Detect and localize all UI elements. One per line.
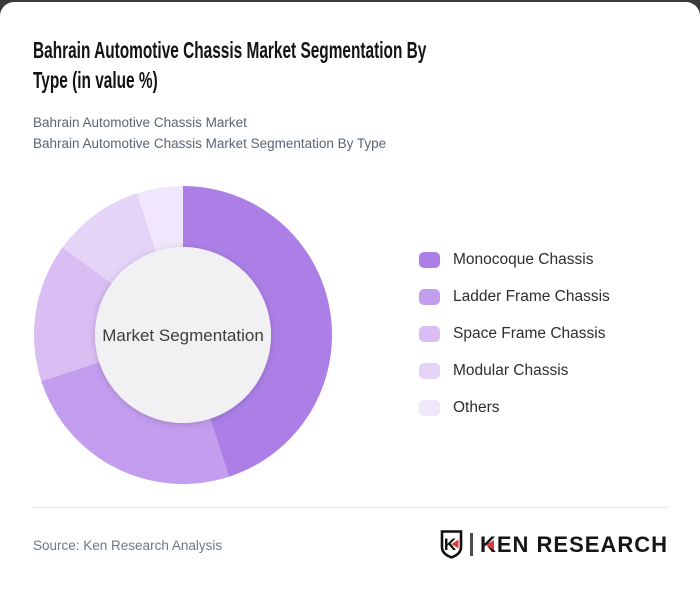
legend-swatch-modular-chassis — [419, 363, 440, 379]
logo-brand: KEN RESEARCH — [480, 530, 668, 559]
legend-item: Space Frame Chassis — [419, 325, 610, 342]
legend-label: Space Frame Chassis — [453, 325, 606, 342]
subtitle-line-1: Bahrain Automotive Chassis Market — [33, 115, 247, 130]
donut-center-label: Market Segmentation — [102, 326, 264, 345]
source-note: Source: Ken Research Analysis — [33, 538, 223, 553]
legend-swatch-monocoque-chassis — [419, 252, 440, 268]
legend-swatch-others — [419, 400, 440, 416]
footer-divider — [33, 507, 667, 508]
ken-research-logo: K KEN RESEARCH — [439, 530, 668, 559]
subtitle-line-2: Bahrain Automotive Chassis Market Segmen… — [33, 136, 387, 151]
svg-text:K: K — [444, 535, 457, 554]
legend-label: Others — [453, 399, 500, 416]
logo-separator — [469, 533, 473, 556]
page-title: Bahrain Automotive Chassis Market Segmen… — [33, 35, 426, 95]
legend-label: Monocoque Chassis — [453, 251, 594, 268]
donut-slice-space-frame-chassis — [34, 247, 112, 382]
legend-label: Modular Chassis — [453, 362, 569, 379]
legend-item: Ladder Frame Chassis — [419, 288, 610, 305]
donut-slice-others — [136, 186, 183, 252]
logo-brand-text: KEN RESEARCH — [479, 532, 668, 557]
donut-hole — [95, 247, 271, 423]
donut-slice-ladder-frame-chassis — [41, 362, 230, 485]
subtitle: Bahrain Automotive Chassis Market Bahrai… — [33, 112, 386, 154]
legend-label: Ladder Frame Chassis — [453, 288, 610, 305]
logo-red-triangle-icon — [485, 540, 494, 550]
legend-swatch-ladder-frame-chassis — [419, 289, 440, 305]
donut-slice-monocoque-chassis — [183, 186, 333, 477]
page-title-line-2: Type (in value %) — [33, 67, 158, 93]
badge-red-triangle-icon — [451, 539, 459, 549]
legend: Monocoque Chassis Ladder Frame Chassis Spa… — [419, 251, 610, 437]
legend-item: Others — [419, 399, 610, 416]
legend-swatch-space-frame-chassis — [419, 326, 440, 342]
donut-chart: Market Segmentation — [34, 186, 333, 485]
page-title-line-1: Bahrain Automotive Chassis Market Segmen… — [33, 37, 427, 63]
donut-slice-modular-chassis — [62, 193, 156, 284]
legend-item: Modular Chassis — [419, 362, 610, 379]
legend-item: Monocoque Chassis — [419, 251, 610, 268]
ken-badge-icon: K — [440, 530, 463, 559]
